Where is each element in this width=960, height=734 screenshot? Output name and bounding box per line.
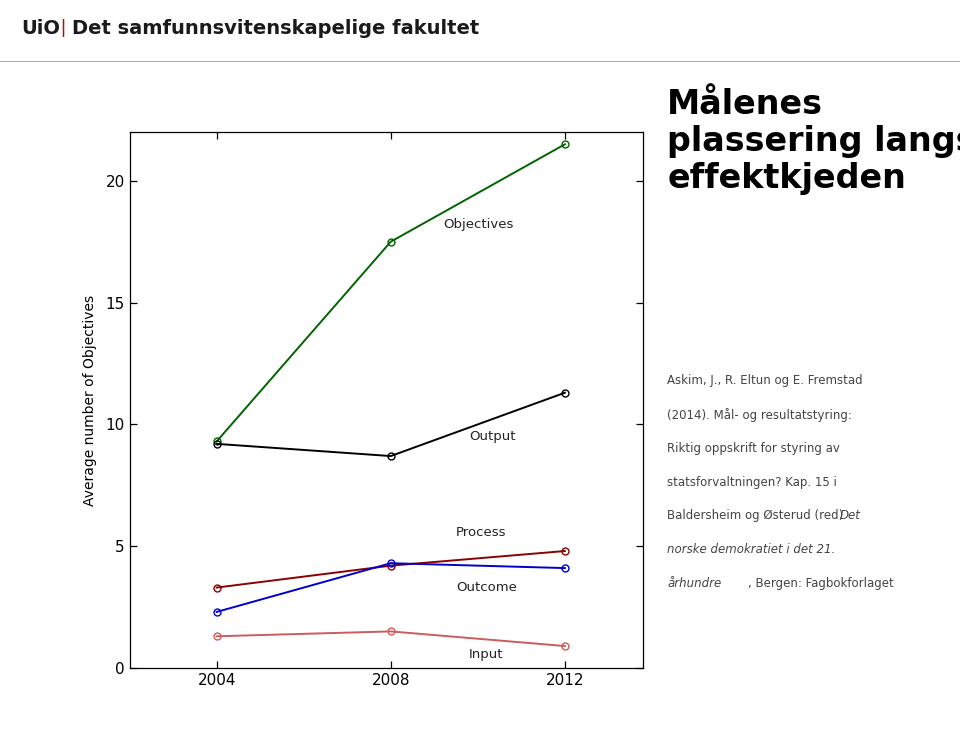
Text: UiO: UiO [21, 19, 60, 37]
Text: Outcome: Outcome [456, 581, 516, 594]
Text: Riktig oppskrift for styring av: Riktig oppskrift for styring av [667, 442, 840, 455]
Text: Det: Det [840, 509, 861, 523]
Text: Baldersheim og Østerud (red): Baldersheim og Østerud (red) [667, 509, 847, 523]
Y-axis label: Average number of Objectives: Average number of Objectives [84, 294, 97, 506]
Text: ❘: ❘ [56, 19, 71, 37]
Text: Målenes
plassering langs
effektkjeden: Målenes plassering langs effektkjeden [667, 88, 960, 195]
Text: (2014). Mål- og resultatstyring:: (2014). Mål- og resultatstyring: [667, 408, 852, 422]
Text: Output: Output [469, 430, 516, 443]
Text: Input: Input [469, 648, 504, 661]
Text: , Bergen: Fagbokforlaget: , Bergen: Fagbokforlaget [748, 577, 894, 590]
Text: Det samfunnsvitenskapelige fakultet: Det samfunnsvitenskapelige fakultet [72, 19, 479, 37]
Text: Process: Process [456, 526, 507, 539]
Text: statsforvaltningen? Kap. 15 i: statsforvaltningen? Kap. 15 i [667, 476, 837, 489]
Text: Objectives: Objectives [443, 218, 514, 231]
Text: Askim, J., R. Eltun og E. Fremstad: Askim, J., R. Eltun og E. Fremstad [667, 374, 863, 388]
Text: århundre: århundre [667, 577, 722, 590]
Text: norske demokratiet i det 21.: norske demokratiet i det 21. [667, 543, 835, 556]
